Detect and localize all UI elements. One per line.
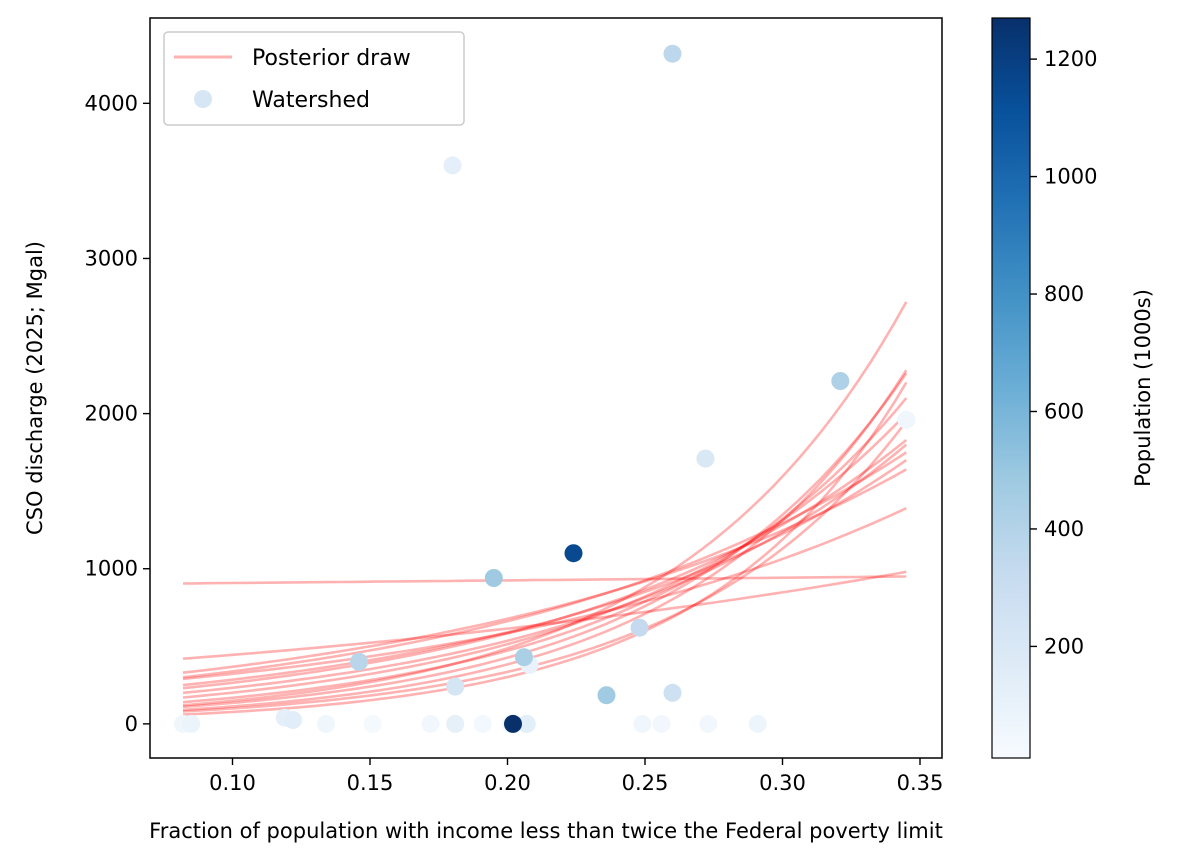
posterior-draw-line [182,369,908,712]
y-tick-label: 4000 [85,91,138,115]
x-tick-label: 0.20 [484,771,531,795]
watershed-point [630,618,649,637]
y-axis-label: CSO discharge (2025; Mgal) [23,241,47,535]
posterior-draw-line [182,451,908,679]
legend: Posterior draw Watershed [163,31,465,126]
posterior-draw-line [182,372,908,709]
legend-point-swatch [194,90,212,108]
watershed-point [897,410,916,429]
watershed-point [517,714,536,733]
watershed-point [564,544,583,563]
y-tick-label: 2000 [85,402,138,426]
posterior-draw-line [182,438,908,690]
colorbar-tick-label: 400 [1044,517,1084,541]
watershed-point [443,156,462,175]
x-tick-label: 0.25 [622,771,669,795]
watershed-point [652,714,671,733]
watershed-points [174,44,916,733]
posterior-draw-line [182,575,907,585]
posterior-draw-lines [182,301,908,716]
posterior-draw-line [182,301,908,707]
watershed-point [317,714,335,733]
posterior-draw-line [182,397,908,704]
watershed-point [515,648,533,667]
posterior-draw-line [182,381,908,716]
watershed-point [363,714,382,733]
watershed-point [446,714,465,733]
x-tick-label: 0.35 [897,771,944,795]
x-axis-ticks: 0.10 0.15 0.20 0.25 0.30 0.35 [209,758,943,795]
colorbar-ticks: 200 400 600 800 1000 1200 [1030,47,1097,658]
posterior-draw-line [182,507,907,681]
colorbar-tick-label: 200 [1044,634,1084,658]
watershed-point [182,714,201,733]
posterior-draw-line [182,459,908,687]
y-tick-label: 0 [125,712,138,736]
plot-frame [149,17,943,759]
watershed-point [663,44,682,63]
y-axis-ticks: 0 1000 2000 3000 4000 [85,91,150,736]
watershed-point [663,683,682,702]
x-tick-label: 0.30 [759,771,806,795]
watershed-point [597,686,616,705]
y-tick-label: 1000 [85,557,138,581]
colorbar-tick-label: 1000 [1044,165,1097,189]
legend-label-posterior-draw: Posterior draw [252,46,411,71]
posterior-draw-line [182,570,907,660]
watershed-point [748,714,767,733]
legend-label-watershed: Watershed [252,88,370,113]
watershed-point [699,714,718,733]
watershed-point [484,569,503,587]
legend-box [163,31,465,126]
watershed-point [421,714,440,733]
colorbar-tick-label: 800 [1044,282,1084,306]
watershed-point [350,652,368,671]
posterior-draw-line [182,443,908,695]
posterior-draw-line [182,420,908,713]
watershed-point [831,372,850,390]
colorbar-tick-label: 600 [1044,399,1084,423]
x-tick-label: 0.15 [347,771,394,795]
posterior-draw-line [182,468,907,674]
y-tick-label: 3000 [85,246,138,270]
colorbar-label: Population (1000s) [1131,289,1155,487]
colorbar [991,17,1031,759]
x-tick-label: 0.10 [209,771,256,795]
watershed-point [633,714,652,733]
posterior-draw-line [182,412,908,699]
watershed-point [696,449,715,468]
x-axis-label: Fraction of population with income less … [149,819,943,843]
watershed-point [446,677,465,696]
watershed-point [504,714,522,733]
watershed-point [473,714,492,733]
colorbar-tick-label: 1200 [1044,47,1097,71]
watershed-point [284,711,302,729]
